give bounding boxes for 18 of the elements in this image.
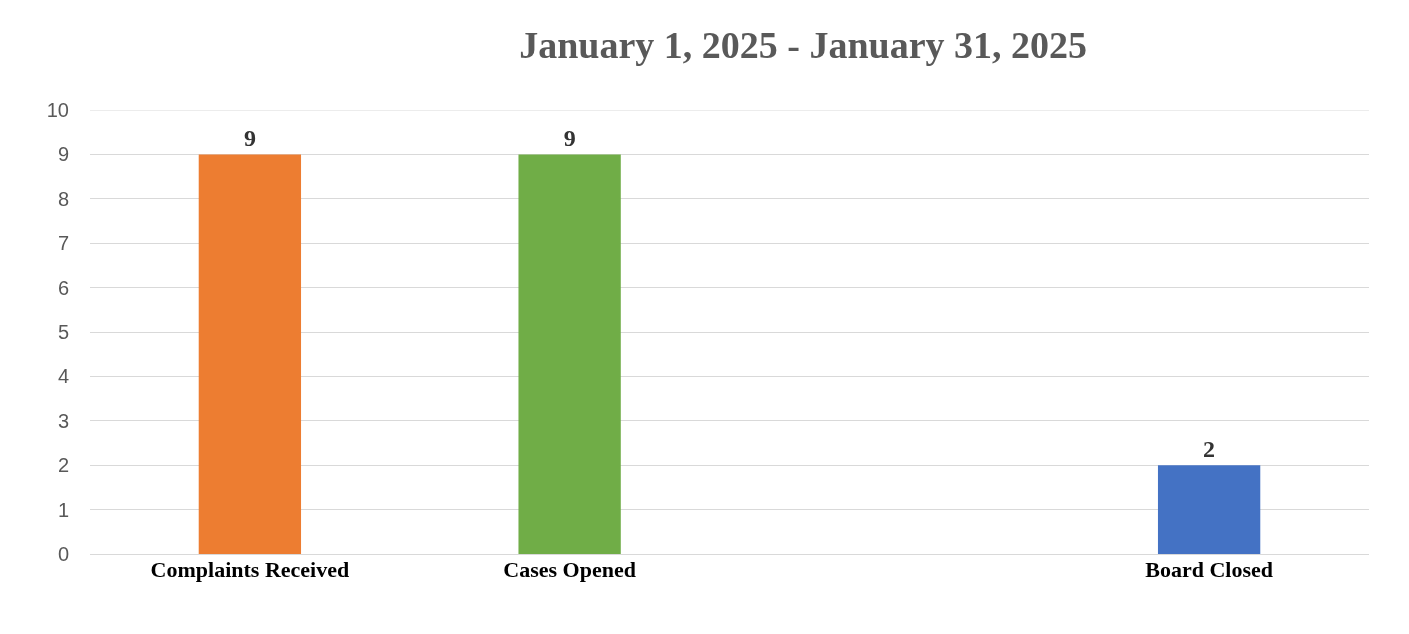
data-label: 2 (1203, 436, 1216, 463)
y-tick-label: 0 (57, 543, 69, 565)
y-tick-label: 10 (46, 99, 69, 121)
y-tick-label: 7 (57, 232, 69, 255)
data-label: 9 (563, 125, 576, 152)
chart-title: January 1, 2025 - January 31, 2025 (519, 24, 1088, 67)
data-label: 9 (243, 125, 256, 152)
y-tick-label: 8 (57, 187, 69, 210)
y-tick-label: 1 (57, 498, 69, 521)
x-tick-label: Cases Opened (503, 557, 636, 582)
y-tick-label: 6 (57, 276, 69, 299)
y-tick-label: 2 (57, 454, 69, 477)
y-tick-label: 9 (57, 143, 69, 166)
y-tick-label: 3 (57, 409, 69, 432)
y-tick-label: 4 (57, 365, 69, 388)
x-tick-label: Board Closed (1145, 557, 1274, 582)
y-tick-label: 5 (57, 321, 69, 343)
x-tick-label: Complaints Received (150, 557, 350, 582)
